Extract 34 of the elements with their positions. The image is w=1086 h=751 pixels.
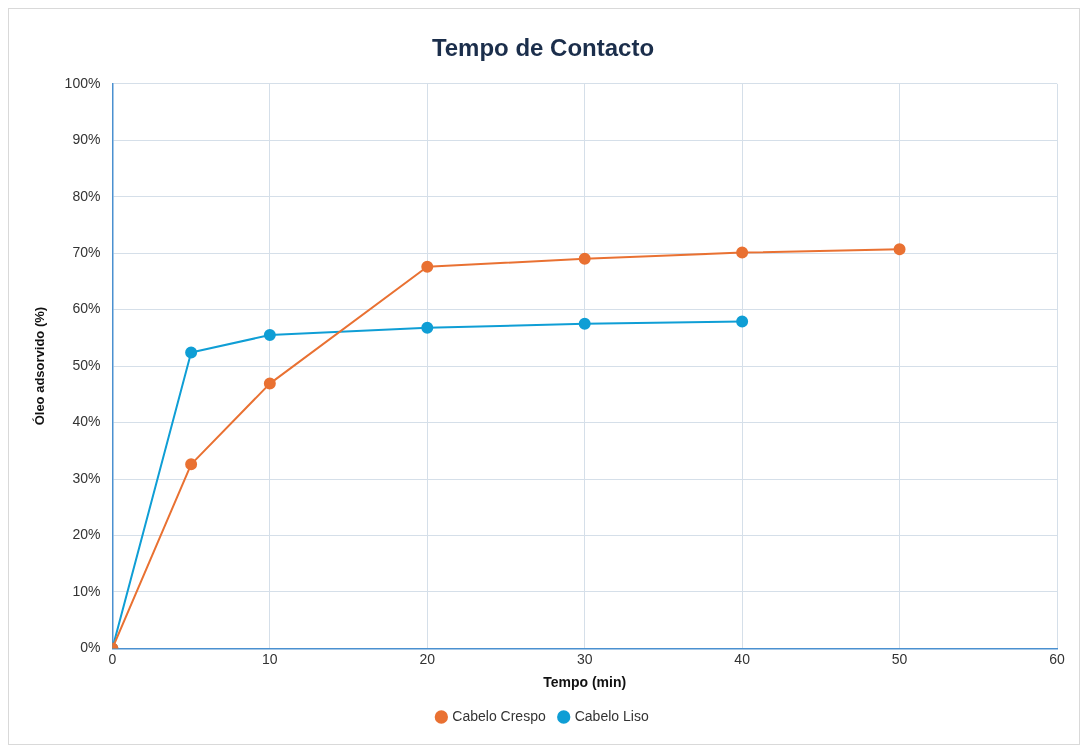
legend-label: Cabelo Liso (574, 707, 649, 724)
y-axis-title: Óleo adsorvido (%) (32, 306, 48, 426)
y-tick-label: 30% (72, 469, 101, 486)
x-axis-title: Tempo (min) (543, 674, 627, 691)
x-tick-label: 30 (576, 650, 593, 667)
x-tick-label: 40 (734, 650, 751, 667)
y-tick-label: 20% (72, 526, 101, 543)
x-tick-label: 50 (891, 650, 908, 667)
y-tick-label: 40% (72, 413, 101, 430)
y-tick-label: 100% (64, 74, 101, 91)
y-tick-label: 10% (72, 582, 101, 599)
y-tick-label: 0% (80, 639, 101, 656)
chart-title: Tempo de Contacto (431, 34, 655, 62)
point (421, 321, 434, 334)
x-tick-label: 0 (108, 650, 117, 667)
legend-label: Cabelo Crespo (452, 707, 546, 724)
x-tick-label: 20 (419, 650, 436, 667)
point (185, 458, 198, 471)
point (578, 252, 591, 265)
point (736, 246, 749, 259)
point (893, 243, 906, 256)
point (421, 260, 434, 273)
point (578, 317, 591, 330)
y-tick-label: 70% (72, 244, 101, 261)
y-tick-label: 50% (72, 356, 101, 373)
y-tick-label: 60% (72, 300, 101, 317)
x-tick-label: 60 (1049, 650, 1065, 667)
point (263, 377, 276, 390)
point (185, 346, 198, 359)
y-tick-label: 90% (72, 131, 101, 148)
point (263, 329, 276, 342)
x-tick-label: 10 (262, 650, 278, 667)
y-tick-label: 80% (72, 187, 101, 204)
point (736, 315, 749, 328)
